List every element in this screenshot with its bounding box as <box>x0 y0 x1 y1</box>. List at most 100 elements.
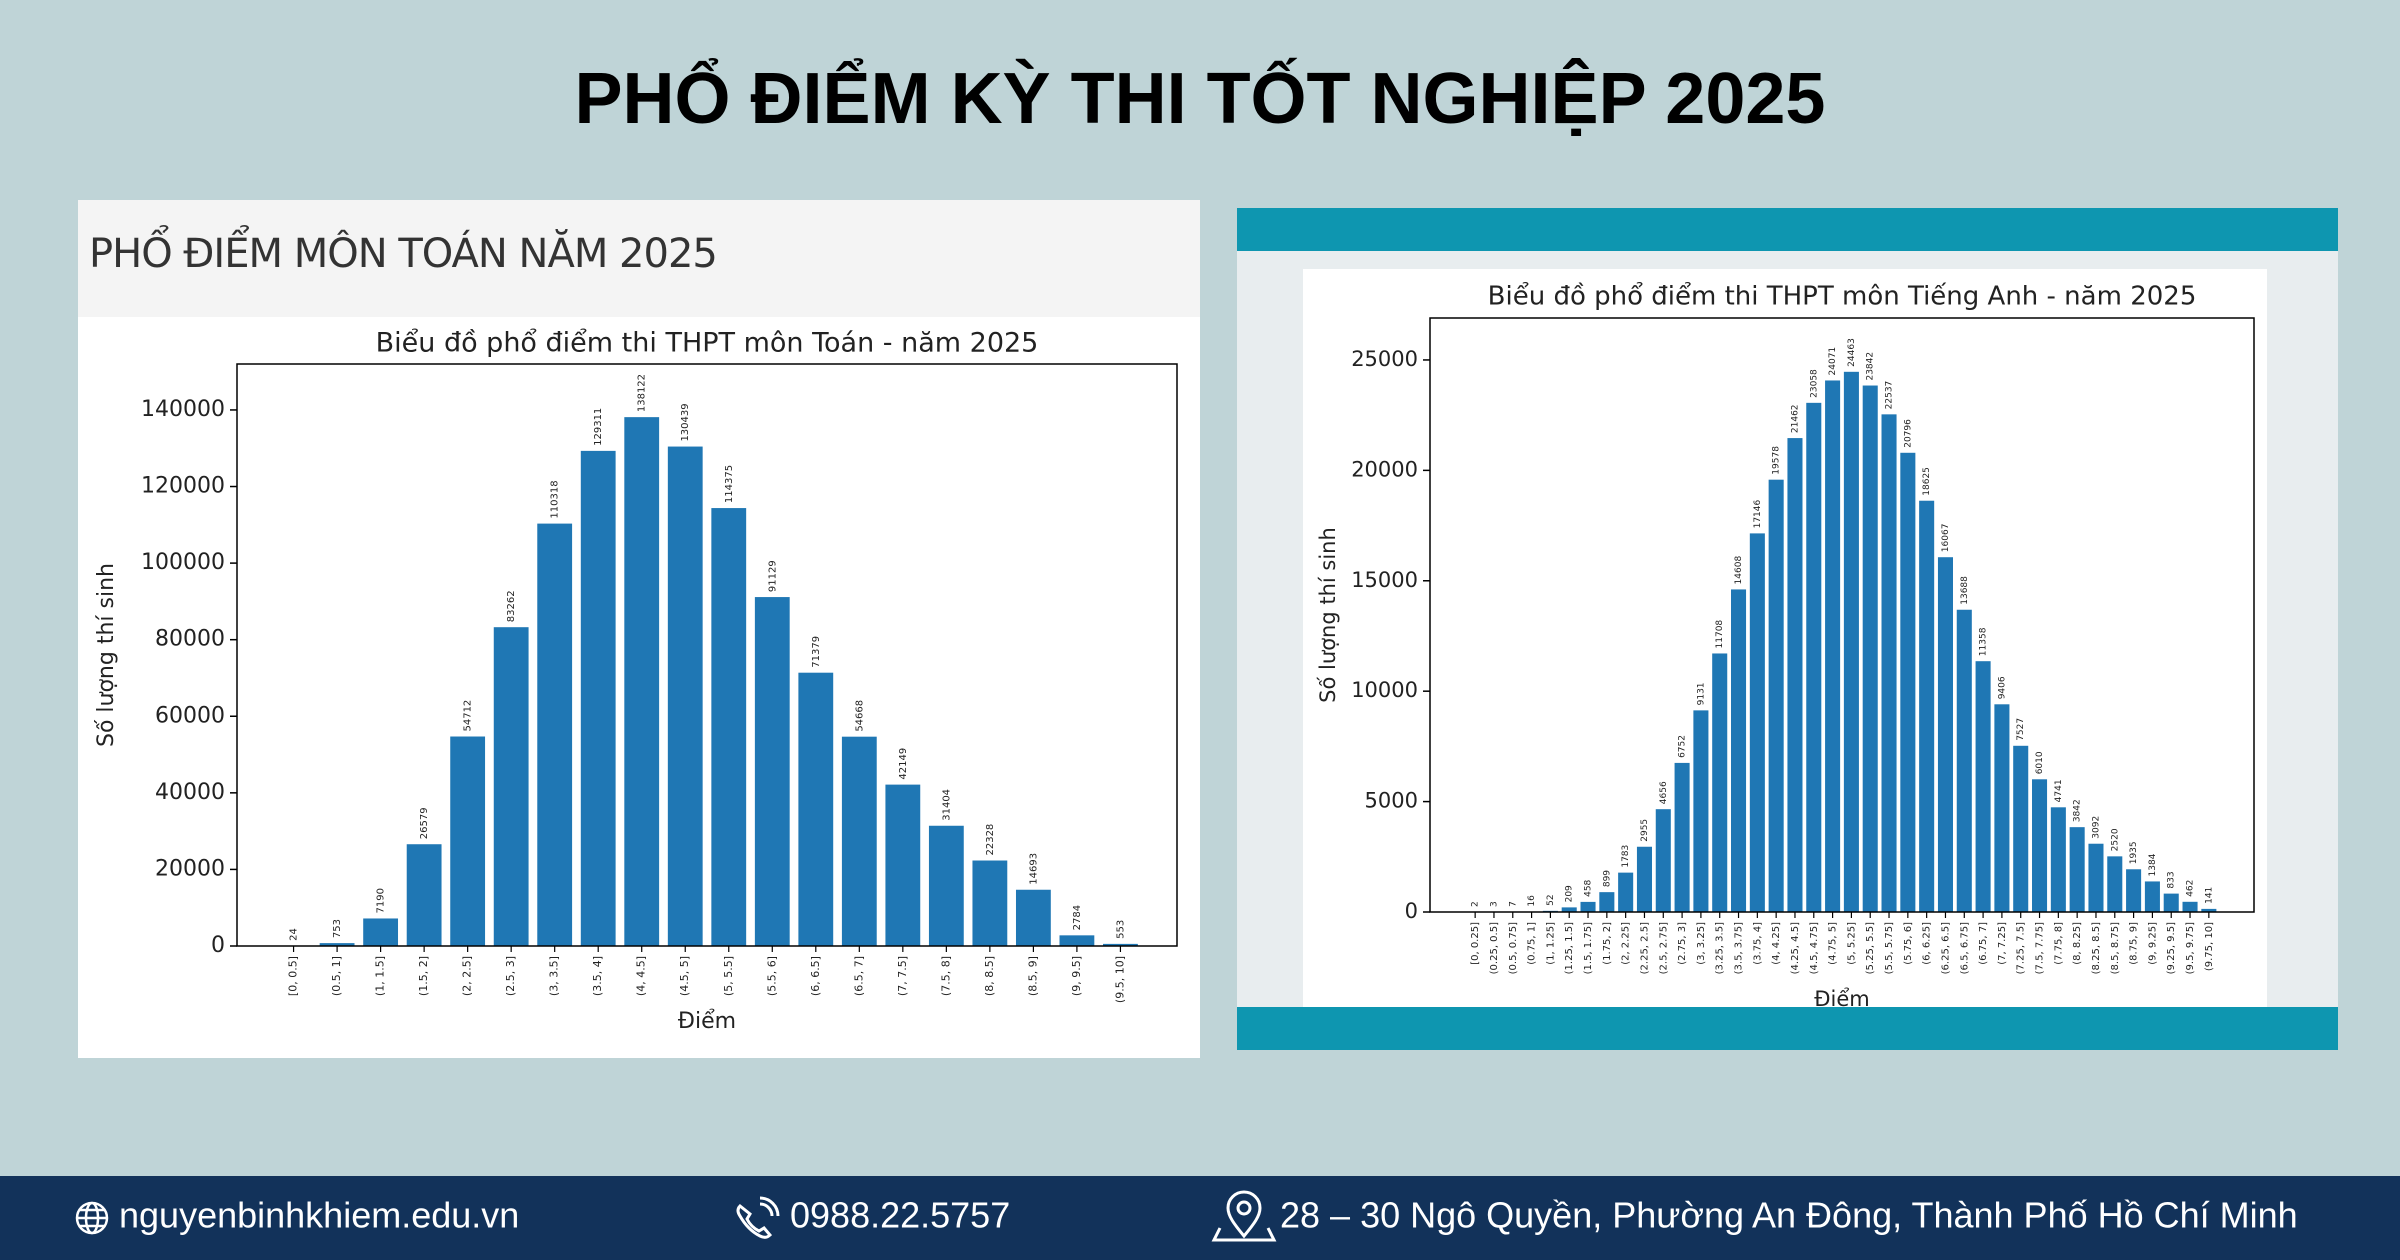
x-tick-label: (8, 8.5] <box>983 956 996 996</box>
footer-website: nguyenbinhkhiem.edu.vn <box>119 1195 519 1236</box>
value-label: 209 <box>1565 885 1575 902</box>
value-label: 11708 <box>1715 620 1725 649</box>
panel-heading: PHỔ ĐIỂM MÔN TOÁN NĂM 2025 <box>89 224 717 277</box>
y-tick-label: 25000 <box>1351 347 1418 371</box>
bar <box>1787 438 1803 912</box>
value-label: 1783 <box>1621 845 1631 868</box>
bar <box>580 450 616 946</box>
y-tick-label: 20000 <box>1351 457 1418 481</box>
x-tick-label: (2, 2.5] <box>461 956 474 996</box>
x-tick-label: (9.75, 10] <box>2204 922 2215 971</box>
value-label: 16 <box>1527 895 1537 907</box>
bar <box>1900 452 1916 912</box>
bar <box>493 627 529 946</box>
x-tick-label: (5, 5.5] <box>722 956 735 996</box>
footer <box>0 1176 2400 1260</box>
value-label: 42149 <box>898 748 909 780</box>
value-label: 31404 <box>941 789 952 821</box>
english-chart-area <box>1303 269 2267 1007</box>
x-tick-label: (3.5, 4] <box>591 956 604 996</box>
x-tick-label: (6.5, 6.75] <box>1959 922 1970 974</box>
value-label: 899 <box>1602 870 1612 887</box>
x-tick-label: [0, 0.5] <box>287 956 300 996</box>
value-label: 753 <box>332 919 343 938</box>
bar <box>1937 557 1953 912</box>
value-label: 7190 <box>376 888 387 913</box>
x-tick-label: (8.25, 8.5] <box>2091 922 2102 974</box>
chart-title: Biểu đồ phổ điểm thi THPT môn Toán - năm… <box>376 328 1039 359</box>
value-label: 11358 <box>1979 627 1989 656</box>
value-label: 19578 <box>1772 446 1782 475</box>
value-label: 3092 <box>2091 816 2101 839</box>
x-tick-label: (7, 7.5] <box>896 956 909 996</box>
bar <box>406 844 442 946</box>
value-label: 22537 <box>1885 381 1895 410</box>
bar <box>537 523 573 946</box>
value-label: 26579 <box>419 807 430 839</box>
x-tick-label: (6, 6.25] <box>1922 922 1933 965</box>
plot-frame <box>1429 317 2255 913</box>
y-tick-label: 20000 <box>155 856 225 881</box>
value-label: 2520 <box>2110 828 2120 851</box>
x-tick-label: (5, 5.25] <box>1846 922 1857 965</box>
value-label: 458 <box>1584 879 1594 896</box>
english-panel-band <box>1237 208 2338 251</box>
x-tick-label: (7.5, 7.75] <box>2035 922 2046 974</box>
value-label: 24 <box>289 928 300 941</box>
bar <box>885 784 921 946</box>
bar <box>2069 827 2085 912</box>
globe-icon <box>75 1201 109 1235</box>
bar <box>2163 893 2179 912</box>
x-tick-label: (9.5, 10] <box>1113 956 1126 1003</box>
x-tick-label: (8.5, 8.75] <box>2110 922 2121 974</box>
bar <box>1843 371 1859 912</box>
bar <box>1655 809 1671 912</box>
x-tick-label: (6, 6.5] <box>809 956 822 996</box>
x-tick-label: (6.25, 6.5] <box>1940 922 1951 974</box>
y-axis-label: Số lượng thí sinh <box>94 563 119 747</box>
value-label: 71379 <box>811 636 822 668</box>
value-label: 3842 <box>2073 799 2083 822</box>
x-tick-label: (4.5, 4.75] <box>1809 922 1820 974</box>
bar <box>2201 908 2217 912</box>
y-tick-label: 15000 <box>1351 568 1418 592</box>
value-label: 462 <box>2186 880 2196 897</box>
x-tick-label: (0.25, 0.5] <box>1489 922 1500 974</box>
y-tick-label: 40000 <box>155 780 225 805</box>
bar <box>2088 843 2104 912</box>
bar <box>1956 609 1972 912</box>
value-label: 7 <box>1508 901 1518 907</box>
x-tick-label: (5.5, 6] <box>765 956 778 996</box>
x-tick-label: (8.5, 9] <box>1026 956 1039 996</box>
x-axis-label: Điểm <box>678 1009 736 1034</box>
value-label: 7527 <box>2016 718 2026 741</box>
bar <box>1825 380 1841 912</box>
x-tick-label: (9.25, 9.5] <box>2166 922 2177 974</box>
value-label: 54668 <box>854 700 865 732</box>
value-label: 9131 <box>1696 682 1706 705</box>
bar <box>319 943 355 946</box>
value-label: 52 <box>1546 894 1556 905</box>
bar <box>754 597 790 946</box>
math-panel-header <box>78 200 1200 317</box>
english-panel-band <box>1237 1007 2338 1050</box>
x-tick-label: (3, 3.25] <box>1696 922 1707 965</box>
value-label: 2 <box>1471 901 1481 907</box>
x-axis-label: Điểm <box>1814 987 1869 1011</box>
bar <box>928 825 964 946</box>
y-tick-label: 100000 <box>141 550 225 575</box>
value-label: 91129 <box>767 560 778 592</box>
x-tick-label: (4.25, 4.5] <box>1790 922 1801 974</box>
bar <box>2032 779 2048 912</box>
value-label: 23058 <box>1809 369 1819 398</box>
value-label: 130439 <box>680 403 691 441</box>
bar <box>1919 500 1935 912</box>
x-tick-label: (5.5, 5.75] <box>1884 922 1895 974</box>
x-tick-label: (1.25, 1.5] <box>1564 922 1575 974</box>
x-tick-label: [0, 0.25] <box>1470 922 1481 965</box>
bar <box>2013 745 2029 912</box>
value-label: 129311 <box>593 408 604 446</box>
value-label: 9406 <box>1997 676 2007 699</box>
